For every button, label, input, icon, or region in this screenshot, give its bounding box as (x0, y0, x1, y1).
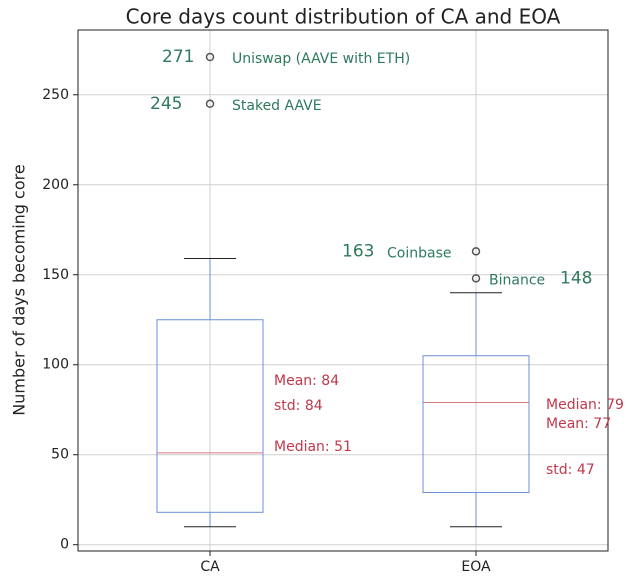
plot-frame (77, 29, 609, 552)
outlier-value: 271 (162, 47, 194, 67)
x-tick-label: CA (200, 559, 220, 575)
outlier (205, 52, 215, 62)
box (156, 319, 264, 513)
stat-annotation: Mean: 77 (546, 416, 611, 432)
outlier (471, 247, 481, 256)
outlier (205, 99, 215, 109)
box (422, 355, 530, 494)
outlier-name: Binance (489, 272, 545, 288)
stat-annotation: Mean: 84 (274, 373, 339, 389)
y-tick-label: 0 (60, 537, 69, 553)
y-tick-label: 200 (42, 177, 69, 193)
outlier-value: 245 (150, 94, 182, 114)
x-tick-label: EOA (461, 559, 491, 575)
y-tick-label: 50 (51, 447, 69, 463)
stat-annotation: Median: 79 (546, 397, 624, 413)
outlier (471, 274, 481, 283)
stat-annotation: std: 47 (546, 462, 595, 478)
outlier-name: Uniswap (AAVE with ETH) (232, 51, 410, 67)
stat-annotation: Median: 51 (274, 439, 352, 455)
y-axis-label: Number of days becoming core (10, 164, 29, 415)
outlier-name: Coinbase (387, 245, 451, 261)
outlier-value: 163 (342, 241, 374, 261)
y-tick-label: 150 (42, 267, 69, 283)
chart-title: Core days count distribution of CA and E… (126, 5, 561, 29)
outlier-name: Staked AAVE (232, 98, 322, 114)
stat-annotation: std: 84 (274, 398, 323, 414)
y-tick-label: 250 (42, 87, 69, 103)
outlier-value: 148 (560, 268, 592, 288)
y-tick-label: 100 (42, 357, 69, 373)
